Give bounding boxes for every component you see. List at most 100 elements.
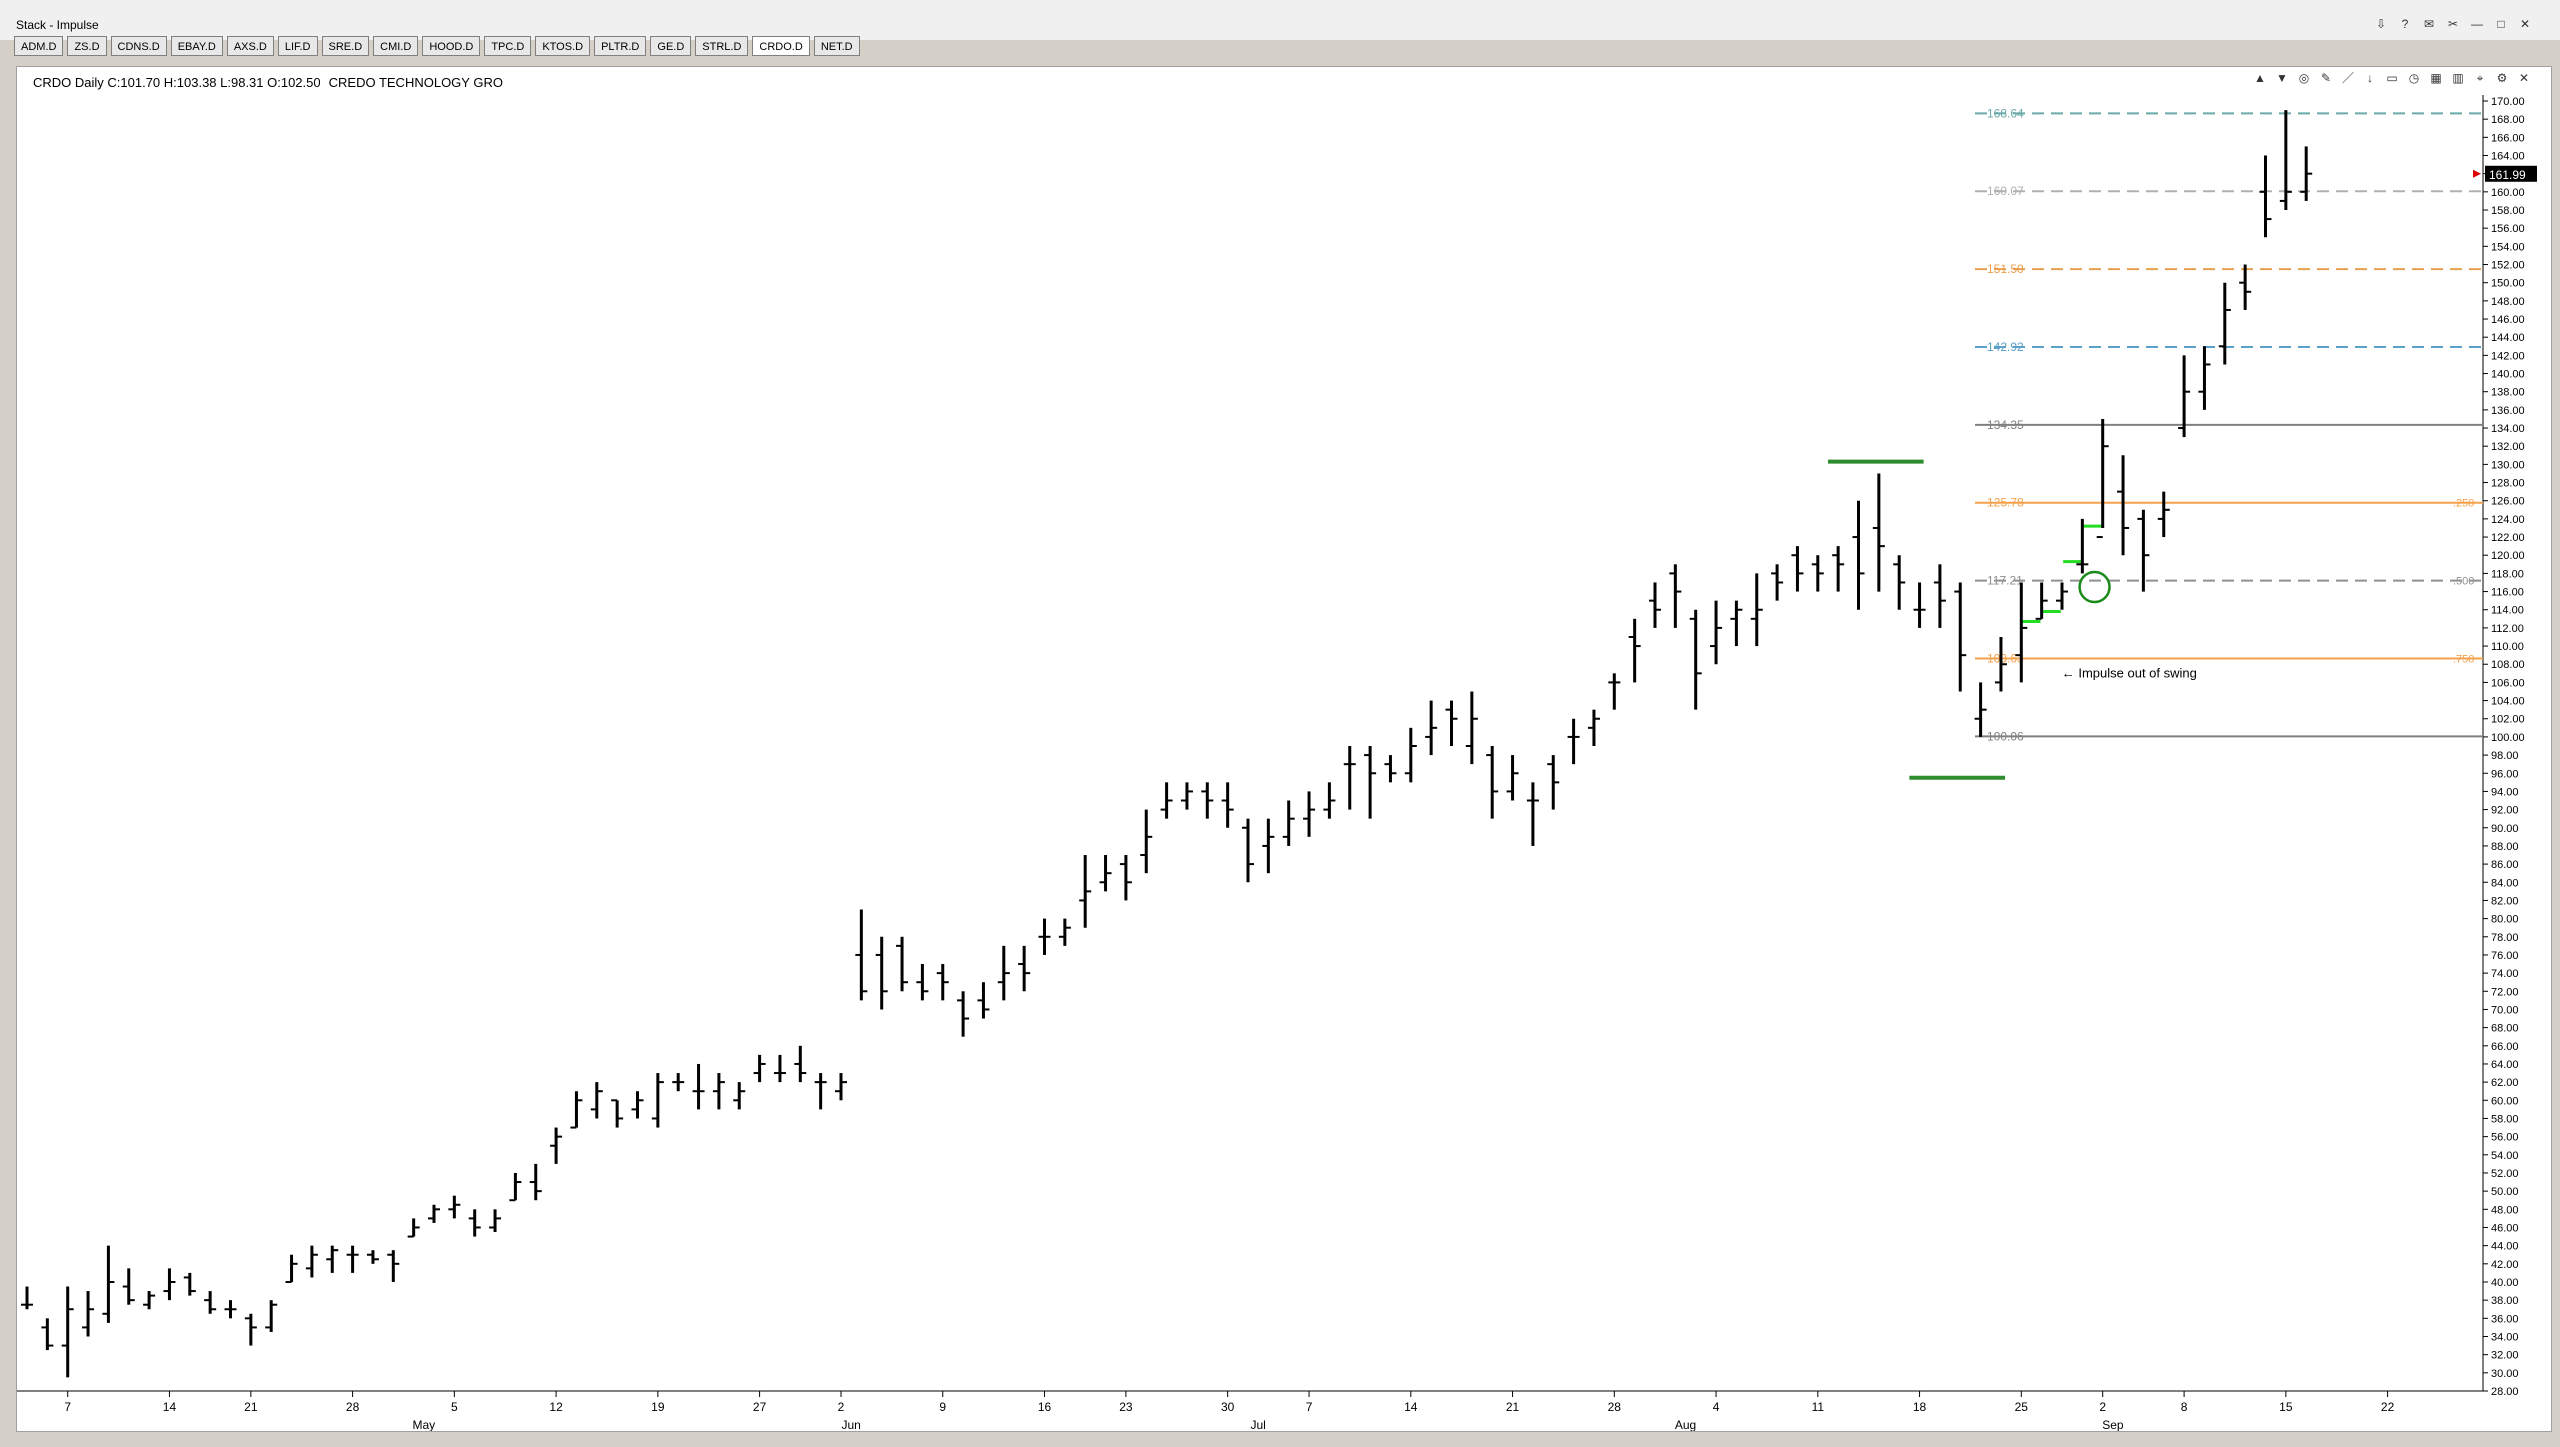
- level-fraction-label: .250: [2453, 498, 2474, 510]
- ohlc-bar: [204, 1291, 217, 1314]
- tab-pltr[interactable]: PLTR.D: [594, 36, 647, 56]
- y-tick-label: 104.00: [2491, 696, 2525, 708]
- tab-adm[interactable]: ADM.D: [14, 36, 64, 56]
- ohlc-bar: [1649, 582, 1661, 628]
- settings-icon[interactable]: ⚙: [2496, 71, 2508, 85]
- pin-icon[interactable]: ⌖: [2476, 71, 2484, 85]
- y-tick-label: 134.00: [2491, 423, 2525, 435]
- level-label: 142.92: [1987, 340, 2024, 354]
- tab-tpc[interactable]: TPC.D: [484, 36, 532, 56]
- ohlc-bar: [1140, 809, 1153, 874]
- y-tick-label: 56.00: [2491, 1132, 2519, 1144]
- y-tick-label: 138.00: [2491, 387, 2525, 399]
- tab-strl[interactable]: STRL.D: [695, 36, 749, 56]
- tab-cmi[interactable]: CMI.D: [373, 36, 419, 56]
- y-tick-label: 158.00: [2491, 205, 2525, 217]
- ohlc-bar: [1262, 818, 1275, 874]
- target-icon[interactable]: ◎: [2298, 71, 2310, 85]
- ohlc-bar: [1689, 609, 1702, 710]
- y-tick-label: 140.00: [2491, 369, 2525, 381]
- ohlc-bar: [1343, 746, 1356, 810]
- ohlc-bar: [1750, 573, 1763, 647]
- y-tick-label: 164.00: [2491, 151, 2525, 163]
- y-tick-label: 82.00: [2491, 895, 2519, 907]
- tab-zs[interactable]: ZS.D: [67, 36, 107, 56]
- close-icon[interactable]: ✕: [2519, 17, 2531, 31]
- ohlc-bar: [2239, 264, 2252, 310]
- tab-cdns[interactable]: CDNS.D: [110, 36, 167, 56]
- download-icon[interactable]: ⇩: [2375, 17, 2387, 31]
- pencil-icon[interactable]: ✎: [2320, 71, 2332, 85]
- ohlc-bar: [1425, 700, 1438, 756]
- ohlc-bar: [672, 1073, 685, 1092]
- y-tick-label: 114.00: [2491, 605, 2524, 617]
- x-tick-label: 8: [2181, 1400, 2188, 1414]
- x-tick-label: 15: [2279, 1400, 2293, 1414]
- ohlc-bar: [590, 1082, 603, 1119]
- layers-icon[interactable]: ▲: [2254, 71, 2266, 85]
- ohlc-bar: [2218, 282, 2231, 365]
- ohlc-bar: [712, 1073, 725, 1110]
- ohlc-bar: [1384, 755, 1397, 783]
- x-tick-label: 27: [753, 1400, 767, 1414]
- help-icon[interactable]: ?: [2401, 17, 2409, 31]
- y-tick-label: 118.00: [2491, 568, 2524, 580]
- y-tick-label: 62.00: [2491, 1077, 2519, 1089]
- arrow-icon[interactable]: ↓: [2367, 71, 2373, 85]
- ohlc-bar: [1791, 546, 1804, 592]
- tab-sre[interactable]: SRE.D: [321, 36, 370, 56]
- ohlc-bar: [1872, 473, 1885, 592]
- ohlc-bar: [428, 1204, 440, 1223]
- trash-icon[interactable]: ▥: [2452, 71, 2464, 85]
- tab-ebay[interactable]: EBAY.D: [170, 36, 223, 56]
- price-chart[interactable]: 28.00 30.00 32.00 34.00 36.00 38.00 40.00 42.00…: [17, 67, 2551, 1431]
- x-tick-label: 7: [64, 1400, 71, 1414]
- ohlc-bar: [773, 1054, 786, 1083]
- level-label: 108.63: [1987, 652, 2024, 666]
- x-tick-label: 21: [244, 1400, 258, 1414]
- tab-ge[interactable]: GE.D: [650, 36, 692, 56]
- y-tick-label: 108.00: [2491, 659, 2525, 671]
- line-icon[interactable]: ／: [2341, 71, 2354, 85]
- filter-icon[interactable]: ▼: [2276, 71, 2288, 85]
- y-tick-label: 98.00: [2491, 750, 2519, 762]
- ohlc-bar: [346, 1245, 359, 1273]
- tools-icon[interactable]: ✂: [2447, 17, 2459, 31]
- ohlc-bar: [977, 982, 990, 1019]
- tab-lif[interactable]: LIF.D: [277, 36, 318, 56]
- ohlc-bar: [183, 1272, 196, 1296]
- ohlc-bar: [1404, 727, 1417, 783]
- y-tick-label: 148.00: [2491, 296, 2525, 308]
- mail-icon[interactable]: ✉: [2423, 17, 2435, 31]
- y-tick-label: 64.00: [2491, 1059, 2519, 1071]
- tab-ktos[interactable]: KTOS.D: [535, 36, 591, 56]
- minimize-icon[interactable]: —: [2471, 17, 2483, 31]
- ohlc-bar: [82, 1291, 95, 1337]
- maximize-icon[interactable]: □: [2497, 17, 2505, 31]
- y-tick-label: 92.00: [2491, 805, 2519, 817]
- y-tick-label: 112.00: [2491, 623, 2524, 635]
- y-tick-label: 120.00: [2491, 550, 2525, 562]
- clock-icon[interactable]: ◷: [2408, 71, 2420, 85]
- y-tick-label: 106.00: [2491, 677, 2525, 689]
- chart-close-icon[interactable]: ✕: [2518, 71, 2530, 85]
- grid-icon[interactable]: ▦: [2430, 71, 2442, 85]
- tab-net[interactable]: NET.D: [813, 36, 860, 56]
- y-tick-label: 68.00: [2491, 1023, 2519, 1035]
- y-tick-label: 72.00: [2491, 986, 2519, 998]
- y-tick-label: 36.00: [2491, 1313, 2519, 1325]
- y-tick-label: 88.00: [2491, 841, 2519, 853]
- ohlc-bar: [1364, 746, 1377, 819]
- chart-summary: CRDO Daily C:101.70 H:103.38 L:98.31 O:1…: [33, 75, 321, 90]
- tab-crdo[interactable]: CRDO.D: [752, 36, 810, 56]
- ohlc-bar: [1058, 918, 1071, 946]
- ohlc-bar: [1506, 755, 1519, 801]
- tab-axs[interactable]: AXS.D: [226, 36, 274, 56]
- y-tick-label: 86.00: [2491, 859, 2519, 871]
- tab-hood[interactable]: HOOD.D: [422, 36, 481, 56]
- chart-panel[interactable]: CRDO Daily C:101.70 H:103.38 L:98.31 O:1…: [16, 66, 2552, 1432]
- window-controls: ⇩ ? ✉ ✂ — □ ✕: [2372, 16, 2534, 32]
- annotation-text: ← Impulse out of swing: [2062, 665, 2197, 680]
- ohlc-bar: [61, 1286, 74, 1378]
- rect-icon[interactable]: ▭: [2386, 71, 2398, 85]
